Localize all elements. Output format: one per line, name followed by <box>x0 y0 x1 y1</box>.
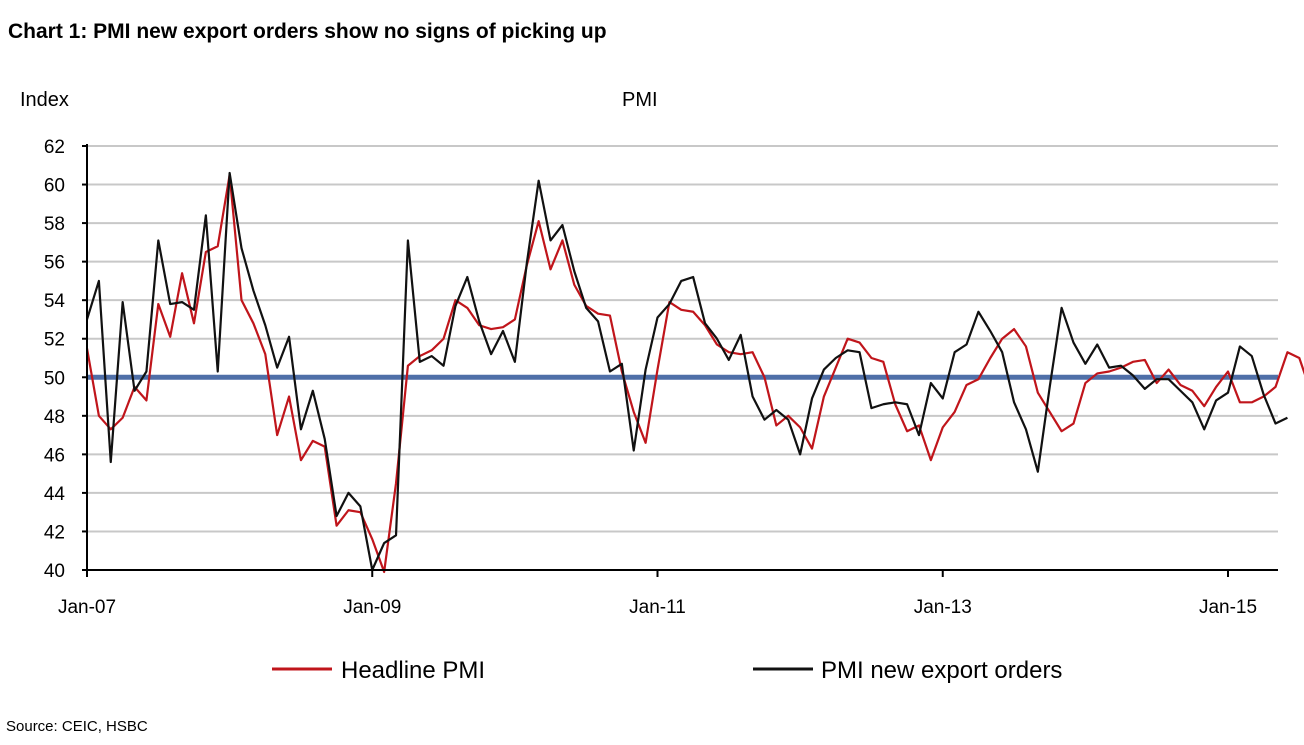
x-tick-label-Jan-09: Jan-09 <box>343 597 401 618</box>
y-axis-label: Index <box>20 89 69 111</box>
legend: Headline PMI PMI new export orders <box>272 657 1062 684</box>
legend-label-headline-pmi: Headline PMI <box>341 657 485 684</box>
x-tick-labels: Jan-07 Jan-09 Jan-11 Jan-13 Jan-15 <box>58 570 1257 618</box>
y-tick-label-54: 54 <box>44 291 66 312</box>
panel-label: PMI <box>622 89 658 111</box>
series-group <box>85 171 1304 574</box>
legend-label-pmi-new-export-orders: PMI new export orders <box>821 657 1062 684</box>
y-tick-label-44: 44 <box>44 484 66 505</box>
y-tick-label-42: 42 <box>44 522 65 543</box>
y-tick-label-48: 48 <box>44 407 65 428</box>
y-tick-label-60: 60 <box>44 176 65 197</box>
x-tick-label-Jan-15: Jan-15 <box>1199 597 1257 618</box>
y-tick-label-58: 58 <box>44 214 65 235</box>
y-tick-label-40: 40 <box>44 561 65 582</box>
y-tick-labels: 40 42 44 46 48 50 52 54 56 58 60 62 <box>44 137 66 582</box>
y-tick-label-50: 50 <box>44 368 65 389</box>
y-tick-label-46: 46 <box>44 445 65 466</box>
x-tick-label-Jan-11: Jan-11 <box>629 597 686 618</box>
axes <box>86 144 1278 571</box>
y-tick-label-52: 52 <box>44 330 65 351</box>
source-note: Source: CEIC, HSBC <box>6 718 148 735</box>
gridlines <box>82 145 1278 571</box>
series-line-headline-pmi <box>85 173 1304 574</box>
y-tick-label-62: 62 <box>44 137 65 158</box>
x-tick-label-Jan-13: Jan-13 <box>914 597 972 618</box>
y-tick-label-56: 56 <box>44 253 65 274</box>
x-tick-label-Jan-07: Jan-07 <box>58 597 116 618</box>
chart-title: Chart 1: PMI new export orders show no s… <box>8 20 607 43</box>
series-line-pmi-new-export-orders <box>85 171 1288 572</box>
